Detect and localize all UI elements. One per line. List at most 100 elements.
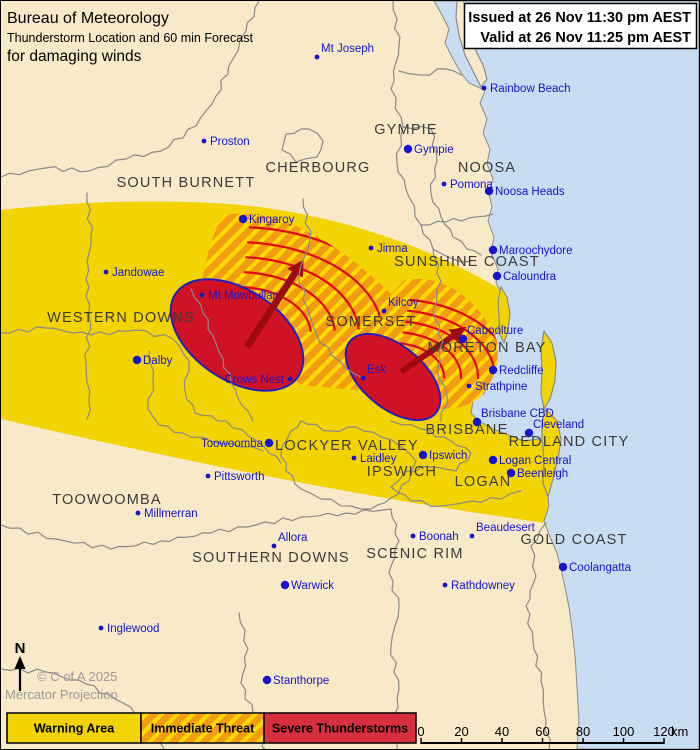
scale-tick-label: 40 xyxy=(495,724,509,739)
lga-boundary xyxy=(190,288,254,422)
town-dot xyxy=(262,675,272,685)
region-label: BRISBANE xyxy=(426,422,509,438)
region-label: IPSWICH xyxy=(367,464,437,480)
lga-boundary xyxy=(298,198,362,378)
town-marker: Jandowae xyxy=(103,267,164,279)
region-label: SOMERSET xyxy=(326,314,417,330)
region-label: WESTERN DOWNS xyxy=(47,310,195,326)
region-label: SOUTH BURNETT xyxy=(117,175,256,191)
scale-tick-label: 80 xyxy=(576,724,590,739)
page-title: Bureau of Meteorology xyxy=(7,10,169,27)
town-dot xyxy=(418,450,428,460)
town-marker: Kingaroy xyxy=(238,214,295,226)
town-label: Kilcoy xyxy=(388,297,419,309)
town-label: Warwick xyxy=(291,580,334,592)
bribie-island xyxy=(497,286,511,344)
forecast-arc xyxy=(404,320,480,380)
lga-boundaries xyxy=(1,1,551,749)
region-label: LOGAN xyxy=(455,474,512,490)
town-dot xyxy=(466,383,472,389)
town-dot xyxy=(238,214,248,224)
region-label: SCENIC RIM xyxy=(366,546,463,562)
legend-warning-swatch xyxy=(6,712,142,744)
lga-boundary xyxy=(1,508,392,550)
town-dot xyxy=(488,455,498,465)
town-label: Crows Nest xyxy=(225,374,285,386)
region-label: NOOSA xyxy=(458,160,516,176)
town-marker: Rathdowney xyxy=(442,580,515,592)
legend-threat-swatch xyxy=(140,712,265,744)
town-label: Ipswich xyxy=(429,450,467,462)
lga-boundary xyxy=(402,126,482,256)
town-dot xyxy=(492,271,502,281)
town-label: Proston xyxy=(210,136,250,148)
town-marker: Millmerran xyxy=(135,508,198,520)
town-dot xyxy=(458,334,468,344)
town-marker: Redcliffe xyxy=(488,365,544,377)
region-label: SOUTHERN DOWNS xyxy=(192,550,350,566)
region-labels-layer: GYMPIE CHERBOURG SOUTH BURNETT NOOSA SUNSHIN… xyxy=(47,122,628,566)
town-marker: Caloundra xyxy=(492,271,557,283)
town-dot xyxy=(524,428,534,438)
threat-fan-2 xyxy=(373,278,499,409)
towns-layer: Mt Joseph Rainbow Beach Proston Gympie Pomon… xyxy=(98,43,632,687)
moreton-island xyxy=(540,330,557,410)
town-marker: Coolangatta xyxy=(558,562,632,574)
town-marker: Toowoomba xyxy=(201,438,274,450)
north-label: N xyxy=(15,640,26,657)
lga-boundary xyxy=(388,508,400,749)
north-arrow: N xyxy=(14,640,26,691)
legend: Warning Area Immediate Threat Severe Thu… xyxy=(6,712,417,744)
projection-text: Mercator Projection xyxy=(5,687,118,702)
forecast-arc xyxy=(243,271,336,331)
town-marker: Crows Nest xyxy=(225,374,293,386)
town-marker: Pittsworth xyxy=(205,471,265,483)
forecast-arc xyxy=(402,331,463,379)
town-label: Pittsworth xyxy=(214,471,265,483)
town-label: Brisbane CBD xyxy=(481,408,554,420)
town-marker: Kilcoy xyxy=(381,297,419,314)
lga-boundary xyxy=(398,68,462,76)
town-marker: Gympie xyxy=(403,144,454,156)
forecast-arc xyxy=(245,256,360,330)
town-dot xyxy=(481,85,487,91)
town-label: Maroochydore xyxy=(499,245,573,257)
stradbroke-island xyxy=(541,408,562,498)
lga-boundary xyxy=(1,1,260,178)
town-marker: Noosa Heads xyxy=(484,186,565,198)
region-label: GYMPIE xyxy=(374,122,438,138)
lga-boundary xyxy=(84,192,93,420)
town-marker: Ipswich xyxy=(418,450,467,462)
town-label: Boonah xyxy=(419,531,459,543)
town-label: Kingaroy xyxy=(249,214,295,226)
lga-boundary xyxy=(390,1,472,263)
town-label: Jandowae xyxy=(112,267,164,279)
town-marker: Caboolture xyxy=(458,325,523,344)
town-label: Logan Central xyxy=(499,455,571,467)
town-marker: Mt Mowbullan xyxy=(199,290,279,302)
town-dot xyxy=(201,138,207,144)
valid-at-text: Valid at 26 Nov 11:25 pm AEST xyxy=(480,30,691,46)
town-label: Strathpine xyxy=(475,381,527,393)
town-label: Mt Mowbullan xyxy=(208,290,279,302)
lga-boundary xyxy=(280,420,417,510)
town-dot xyxy=(199,292,205,298)
town-marker: Rainbow Beach xyxy=(481,83,571,95)
town-dot xyxy=(442,582,448,588)
legend-severe-swatch xyxy=(263,712,417,744)
severe-storm-ellipse-2 xyxy=(344,332,442,422)
town-marker: Logan Central xyxy=(488,455,571,467)
town-label: Rainbow Beach xyxy=(490,83,571,95)
region-label: GOLD COAST xyxy=(520,532,627,548)
town-dot xyxy=(558,562,568,572)
town-label: Inglewood xyxy=(107,623,159,635)
scale-tick-label: 100 xyxy=(613,724,635,739)
town-marker: Beenleigh xyxy=(506,468,568,480)
town-dot xyxy=(403,144,413,154)
town-marker: Proston xyxy=(201,136,250,148)
town-dot xyxy=(484,186,494,196)
town-marker: Esk xyxy=(360,364,386,381)
town-label: Gympie xyxy=(414,144,454,156)
